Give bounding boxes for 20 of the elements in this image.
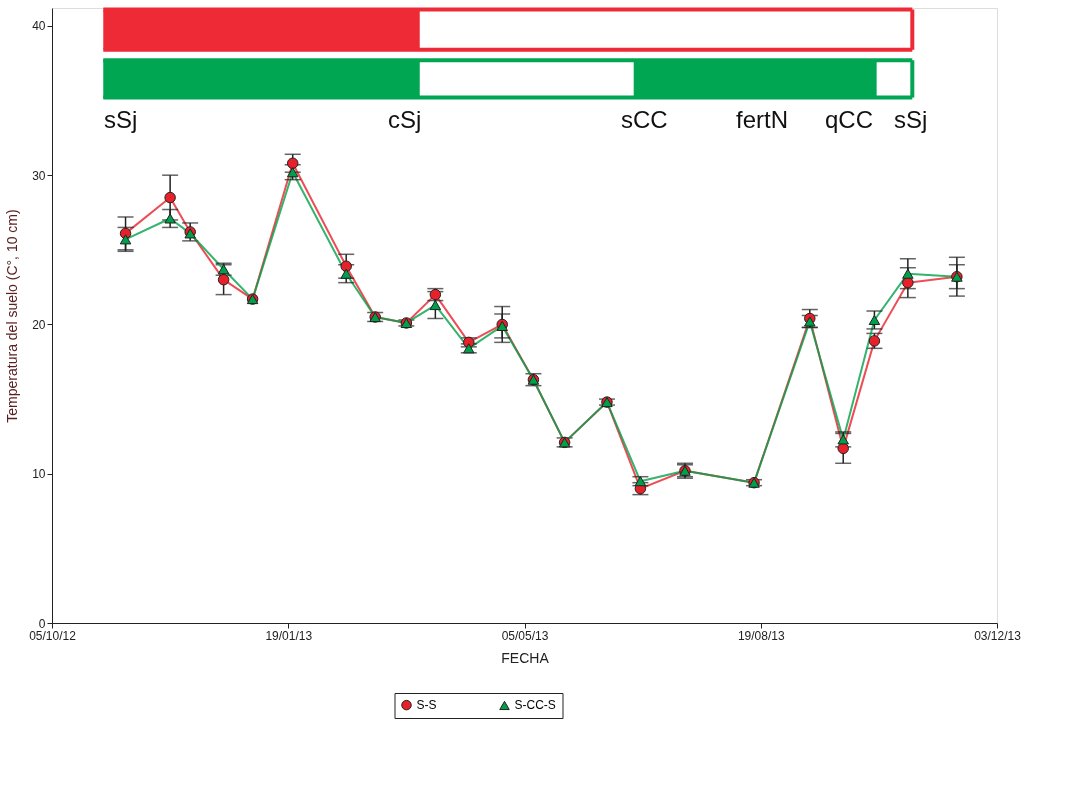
annotation: sCC xyxy=(621,106,668,133)
legend-label: S-S xyxy=(416,698,437,713)
x-tick-label: 19/08/13 xyxy=(737,628,785,643)
x-tick-label: 19/01/13 xyxy=(265,628,313,643)
annotation: cSj xyxy=(388,106,422,133)
x-tick-label: 05/05/13 xyxy=(501,628,549,643)
y-tick-label: 30 xyxy=(32,168,46,183)
y-tick-label: 20 xyxy=(32,317,46,332)
annotation: qCC xyxy=(825,106,874,133)
x-tick-label: 05/10/12 xyxy=(29,628,77,643)
annotation: sSj xyxy=(104,106,138,133)
y-tick-label: 10 xyxy=(32,467,46,482)
y-tick-label: 0 xyxy=(38,616,46,631)
y-tick-label: 40 xyxy=(32,19,46,34)
legend-label: S-CC-S xyxy=(514,698,556,713)
annotation: sSj xyxy=(894,106,928,133)
annotation: fertN xyxy=(736,106,789,133)
x-tick-label: 03/12/13 xyxy=(974,628,1022,643)
x-axis-title: FECHA xyxy=(501,649,550,666)
y-axis-title: Temperatura del suelo (C°, 10 cm) xyxy=(4,209,21,423)
